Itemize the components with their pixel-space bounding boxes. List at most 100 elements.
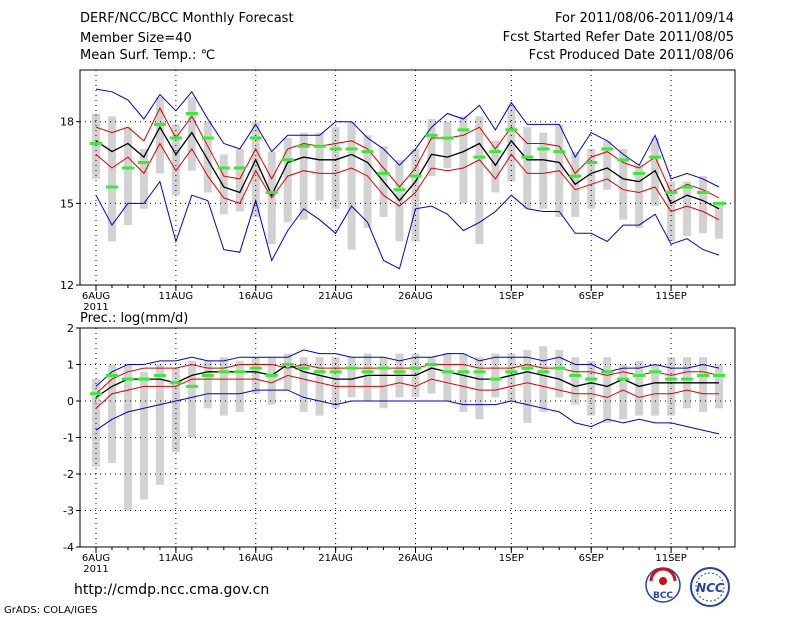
source-url[interactable]: http://cmdp.ncc.cma.gov.cn xyxy=(74,582,270,598)
prec-median-marker xyxy=(281,363,294,366)
prec-median-marker xyxy=(90,392,102,396)
temp-median-marker xyxy=(393,188,406,192)
temp-median-marker xyxy=(361,150,374,154)
temp-x-tick-label: 26AUG xyxy=(398,291,433,302)
temp-median-marker xyxy=(521,155,534,159)
temp-spread-box xyxy=(315,132,324,201)
prec-median-marker xyxy=(633,373,646,377)
prec-spread-box xyxy=(347,357,356,398)
prec-series-upper-inner xyxy=(95,363,720,395)
prec-spread-box xyxy=(283,353,292,391)
prec-spread-box xyxy=(571,357,580,405)
ncc-logo: NCC xyxy=(690,567,730,607)
prec-spread-box xyxy=(267,357,276,405)
temp-median-marker xyxy=(169,136,182,140)
temp-x-tick-label: 21AUG xyxy=(318,291,353,302)
temp-spread-box xyxy=(219,154,228,215)
prec-spread-box xyxy=(379,357,388,409)
temp-median-marker xyxy=(153,122,166,126)
prec-spread-box xyxy=(123,364,132,511)
temp-y-tick-label: 12 xyxy=(60,279,74,292)
prec-spread-box xyxy=(187,360,196,438)
temp-x-tick-label: 1SEP xyxy=(499,291,524,302)
temp-spread-box xyxy=(635,165,644,228)
temp-spread-box xyxy=(203,121,212,193)
prec-median-marker xyxy=(297,366,310,370)
temp-spread-box xyxy=(683,181,692,237)
prec-spread-box xyxy=(299,357,308,412)
prec-y-tick-label: 2 xyxy=(67,322,74,335)
svg-text:NCC: NCC xyxy=(696,581,724,595)
temp-y-tick-label: 15 xyxy=(60,197,74,210)
temp-spread-box xyxy=(427,118,436,177)
grads-credit: GrADS: COLA/IGES xyxy=(4,605,98,616)
temp-median-marker xyxy=(585,161,598,165)
bcc-logo: BCC xyxy=(645,567,681,603)
prec-median-marker xyxy=(265,373,278,377)
temp-x-tick-label: 11SEP xyxy=(655,291,686,302)
temp-median-marker xyxy=(121,166,134,170)
prec-spread-box xyxy=(203,360,212,409)
prec-median-marker xyxy=(489,377,502,381)
temp-spread-box xyxy=(347,121,356,250)
prec-y-tick-label: 0 xyxy=(67,395,74,408)
temp-spread-box xyxy=(331,127,340,209)
prec-y-tick-label: -4 xyxy=(63,541,74,554)
temp-median-marker xyxy=(441,136,454,140)
temp-median-marker xyxy=(265,190,278,194)
temp-median-marker xyxy=(489,150,502,154)
temp-spread-box xyxy=(123,127,132,226)
temp-series-lower xyxy=(95,180,720,270)
prec-spread-box xyxy=(219,357,228,416)
prec-spread-box xyxy=(92,379,100,467)
prec-spread-box xyxy=(603,357,612,423)
temp-median-marker xyxy=(217,166,230,170)
temp-median-marker xyxy=(617,158,630,162)
prec-series-upper xyxy=(95,349,720,387)
prec-median-marker xyxy=(105,373,118,377)
temp-spread-box xyxy=(507,105,516,182)
prec-y-tick-label: -2 xyxy=(63,468,74,481)
temp-median-marker xyxy=(313,144,326,148)
temp-median-marker xyxy=(377,171,390,175)
prec-spread-box xyxy=(251,357,260,394)
member-size-label: Member Size=40 xyxy=(80,31,192,46)
prec-spread-box xyxy=(475,357,484,420)
temp-median-marker xyxy=(553,150,566,154)
prec-spread-box xyxy=(443,353,452,401)
prec-spread-box xyxy=(539,346,548,412)
temp-spread-box xyxy=(699,176,708,234)
forecast-period: For 2011/08/06-2011/09/14 xyxy=(555,11,734,26)
temp-median-marker xyxy=(90,141,102,145)
prec-spread-box xyxy=(139,371,148,500)
prec-panel-title: Prec.: log(mm/d) xyxy=(80,311,188,326)
prec-spread-box xyxy=(331,357,340,409)
temp-median-marker xyxy=(281,158,294,162)
temp-median-marker xyxy=(601,147,614,151)
temp-x-tick-label: 6AUG xyxy=(82,291,110,302)
prec-spread-box xyxy=(427,357,436,394)
temp-spread-box xyxy=(539,132,548,209)
temp-median-marker xyxy=(537,147,550,151)
prec-median-marker xyxy=(121,377,134,381)
prec-x-tick-label: 6AUG xyxy=(82,553,110,564)
temp-median-marker xyxy=(473,155,486,159)
prec-y-tick-label: -3 xyxy=(63,505,74,518)
temp-series-ensemble-mean xyxy=(95,125,720,210)
prec-median-marker xyxy=(393,370,406,374)
prec-median-marker xyxy=(617,377,630,381)
temp-year-label: 2011 xyxy=(83,302,108,313)
chart-title: DERF/NCC/BCC Monthly Forecast xyxy=(80,11,294,26)
temp-series-upper-inner xyxy=(95,107,720,199)
temp-spread-box xyxy=(587,148,596,209)
prec-x-tick-label: 1SEP xyxy=(499,553,524,564)
temp-spread-box xyxy=(155,97,164,174)
prec-year-label: 2011 xyxy=(83,564,108,575)
prec-median-marker xyxy=(553,366,566,370)
prec-median-marker xyxy=(201,373,214,377)
prec-median-marker xyxy=(169,381,182,385)
prec-median-marker xyxy=(361,370,374,374)
temp-median-marker xyxy=(137,161,150,165)
prec-median-marker xyxy=(505,370,518,374)
